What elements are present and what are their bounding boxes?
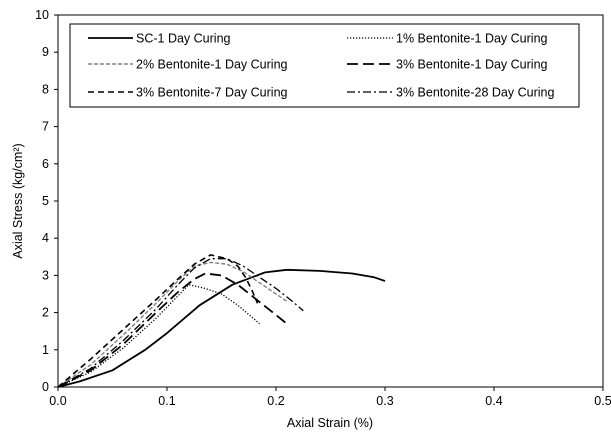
- y-tick-label: 7: [42, 120, 49, 134]
- legend-label-3: 2% Bentonite-1 Day Curing: [136, 58, 288, 72]
- y-tick-label: 9: [42, 45, 49, 59]
- x-axis-ticks: 0.0 0.1 0.2 0.3 0.4 0.5: [49, 387, 611, 408]
- legend: SC-1 Day Curing 1% Bentonite-1 Day Curing…: [69, 23, 580, 108]
- y-tick-label: 0: [42, 380, 49, 394]
- legend-label-2: 1% Bentonite-1 Day Curing: [396, 32, 548, 46]
- y-tick-label: 8: [42, 82, 49, 96]
- y-axis-title: Axial Stress (kg/cm²): [11, 143, 25, 258]
- y-axis-ticks: 0 1 2 3 4 5 6 7 8 9 10: [35, 8, 58, 394]
- x-tick-label: 0.2: [267, 394, 284, 408]
- legend-label-6: 3% Bentonite-28 Day Curing: [396, 86, 554, 100]
- legend-label-5: 3% Bentonite-7 Day Curing: [136, 86, 288, 100]
- series-line-6: [57, 258, 304, 388]
- x-tick-label: 0.4: [485, 394, 502, 408]
- series-line-1: [57, 268, 386, 388]
- y-tick-label: 5: [42, 194, 49, 208]
- series-line-2: [57, 284, 261, 388]
- x-tick-label: 0.0: [49, 394, 66, 408]
- y-tick-label: 1: [42, 343, 49, 357]
- y-tick-label: 3: [42, 268, 49, 282]
- y-tick-label: 10: [35, 8, 49, 22]
- y-tick-label: 2: [42, 306, 49, 320]
- legend-label-4: 3% Bentonite-1 Day Curing: [396, 58, 548, 72]
- legend-label-1: SC-1 Day Curing: [136, 32, 231, 46]
- series-line-5: [57, 254, 259, 388]
- legend-box: [69, 23, 580, 108]
- x-tick-label: 0.5: [594, 394, 611, 408]
- y-tick-label: 6: [42, 157, 49, 171]
- x-tick-label: 0.3: [376, 394, 393, 408]
- series-layer: [57, 254, 386, 388]
- y-tick-label: 4: [42, 231, 49, 245]
- x-tick-label: 0.1: [158, 394, 175, 408]
- series-line-4: [57, 272, 288, 388]
- x-axis-title: Axial Strain (%): [287, 416, 373, 430]
